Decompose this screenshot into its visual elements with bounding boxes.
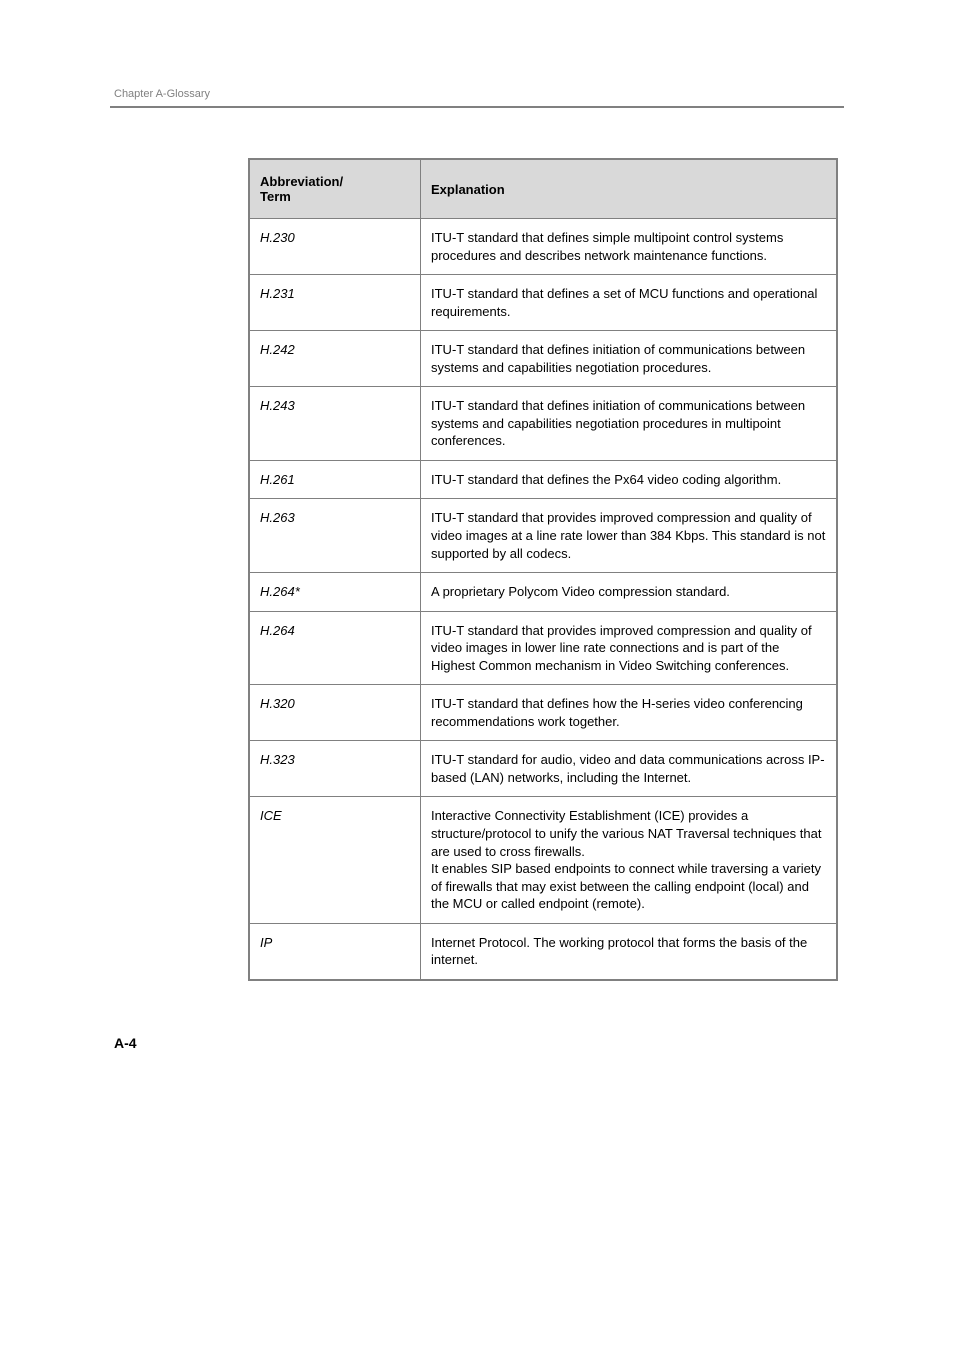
table-row: ICE Interactive Connectivity Establishme… [249,797,837,923]
term-cell: H.263 [249,499,421,573]
table-header-row: Abbreviation/Term Explanation [249,159,837,219]
explanation-cell: A proprietary Polycom Video compression … [421,573,838,612]
table-row: H.242 ITU-T standard that defines initia… [249,331,837,387]
col-header-term: Abbreviation/Term [249,159,421,219]
table-row: H.264 ITU-T standard that provides impro… [249,611,837,685]
term-cell: H.243 [249,387,421,461]
term-cell: H.264* [249,573,421,612]
page-number: A-4 [114,1035,844,1051]
table-row: H.231 ITU-T standard that defines a set … [249,275,837,331]
page: Chapter A-Glossary Abbreviation/Term Exp… [0,0,954,1111]
term-cell: H.230 [249,219,421,275]
table-row: H.264* A proprietary Polycom Video compr… [249,573,837,612]
table-row: H.230 ITU-T standard that defines simple… [249,219,837,275]
explanation-cell: ITU-T standard for audio, video and data… [421,741,838,797]
explanation-cell: Internet Protocol. The working protocol … [421,923,838,980]
explanation-cell: ITU-T standard that defines initiation o… [421,387,838,461]
table-row: IP Internet Protocol. The working protoc… [249,923,837,980]
table-header: Abbreviation/Term Explanation [249,159,837,219]
term-cell: H.264 [249,611,421,685]
col-header-explanation: Explanation [421,159,838,219]
explanation-cell: ITU-T standard that defines simple multi… [421,219,838,275]
explanation-cell: ITU-T standard that provides improved co… [421,499,838,573]
explanation-cell: ITU-T standard that provides improved co… [421,611,838,685]
header-rule [110,106,844,108]
explanation-cell: Interactive Connectivity Establishment (… [421,797,838,923]
term-cell: H.320 [249,685,421,741]
term-cell: IP [249,923,421,980]
explanation-cell: ITU-T standard that defines initiation o… [421,331,838,387]
glossary-table: Abbreviation/Term Explanation H.230 ITU-… [248,158,838,981]
term-cell: H.323 [249,741,421,797]
term-cell: H.261 [249,460,421,499]
explanation-cell: ITU-T standard that defines a set of MCU… [421,275,838,331]
table-row: H.263 ITU-T standard that provides impro… [249,499,837,573]
term-cell: H.242 [249,331,421,387]
term-cell: H.231 [249,275,421,331]
explanation-cell: ITU-T standard that defines the Px64 vid… [421,460,838,499]
chapter-label: Chapter A-Glossary [114,88,844,100]
table-body: H.230 ITU-T standard that defines simple… [249,219,837,980]
term-cell: ICE [249,797,421,923]
glossary-table-wrap: Abbreviation/Term Explanation H.230 ITU-… [248,158,844,981]
table-row: H.261 ITU-T standard that defines the Px… [249,460,837,499]
explanation-cell: ITU-T standard that defines how the H-se… [421,685,838,741]
table-row: H.323 ITU-T standard for audio, video an… [249,741,837,797]
table-row: H.320 ITU-T standard that defines how th… [249,685,837,741]
table-row: H.243 ITU-T standard that defines initia… [249,387,837,461]
